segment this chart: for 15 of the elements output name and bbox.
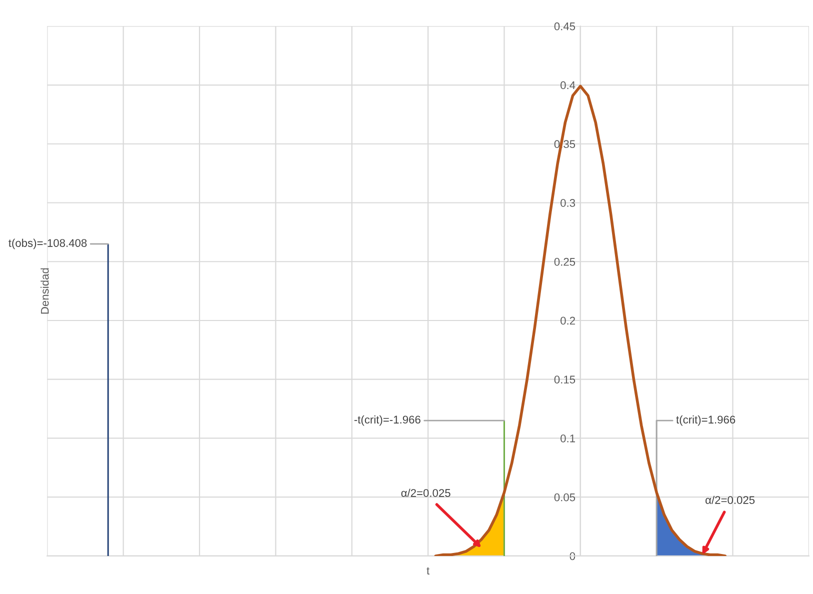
- annotation: α/2=0.025: [401, 488, 450, 497]
- y-tick-label: 0.4: [560, 81, 576, 90]
- y-axis-title: Densidad: [40, 268, 49, 314]
- x-axis-title: t: [426, 567, 430, 575]
- y-tick-label: 0.05: [554, 493, 576, 502]
- y-tick-label: 0.15: [554, 376, 576, 384]
- y-tick-label: 0.2: [560, 316, 575, 325]
- annotation: t(obs)=-108.408: [8, 238, 87, 250]
- y-tick-label: 0.3: [560, 199, 576, 207]
- y-tick-label: 0.45: [554, 22, 576, 30]
- y-tick-label: 0.1: [560, 434, 575, 442]
- y-tick-label: 0.25: [554, 258, 576, 266]
- annotation: t(crit)=1.966: [676, 415, 736, 426]
- annotation: α/2=0.025: [706, 496, 755, 504]
- annotation: -t(crit)=-1.966: [354, 415, 420, 426]
